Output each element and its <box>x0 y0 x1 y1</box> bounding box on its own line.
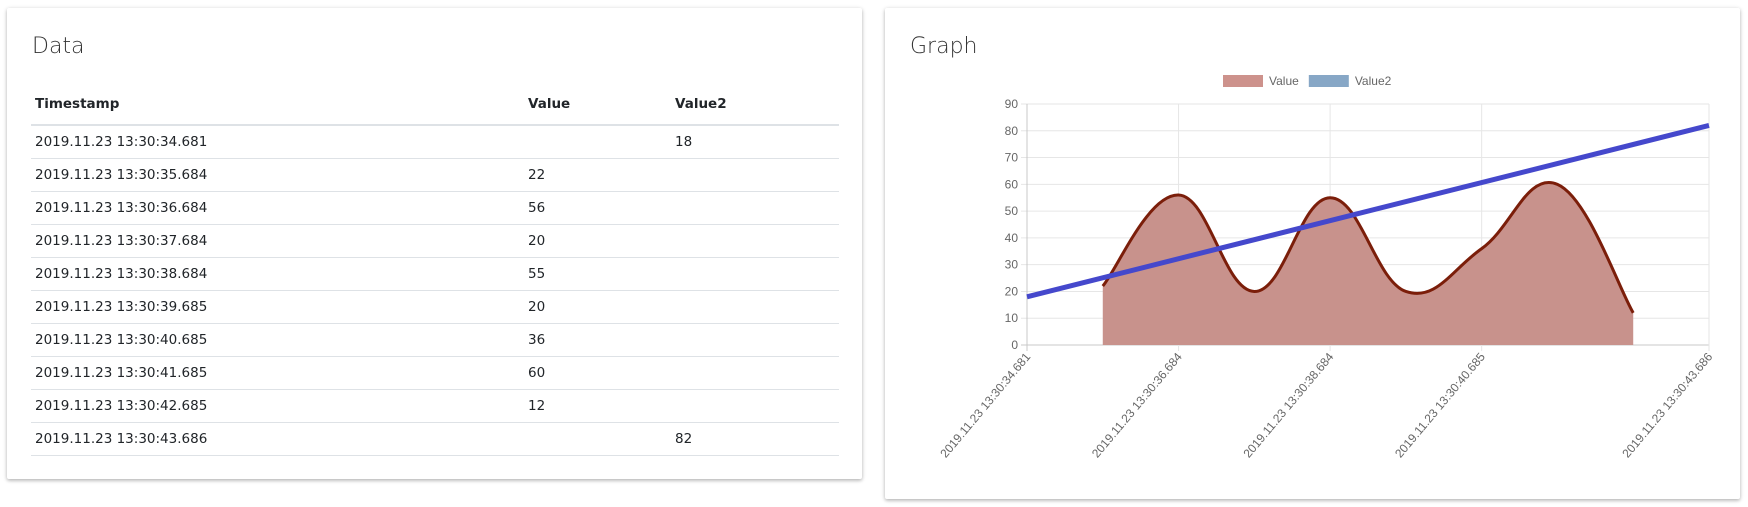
cell-value2 <box>671 191 839 225</box>
x-tick-label: 2019.11.23 13:30:36.684 <box>1089 350 1185 461</box>
y-tick-label: 70 <box>1005 151 1019 165</box>
table-header-row: Timestamp Value Value2 <box>31 84 839 126</box>
cell-timestamp: 2019.11.23 13:30:42.685 <box>31 389 524 423</box>
chart-series <box>1026 122 1710 345</box>
x-tick-label: 2019.11.23 13:30:40.685 <box>1392 350 1488 461</box>
y-tick-label: 50 <box>1005 204 1019 218</box>
line-value <box>1101 180 1635 314</box>
graph-card-title: Graph <box>910 34 978 59</box>
cell-timestamp: 2019.11.23 13:30:43.686 <box>31 422 524 456</box>
cell-value2 <box>671 158 839 192</box>
cell-value: 22 <box>524 158 671 192</box>
y-tick-label: 60 <box>1005 177 1019 191</box>
table-row: 2019.11.23 13:30:41.685 60 <box>31 356 839 390</box>
data-card: Data Timestamp Value Value2 2019.11.23 1… <box>7 8 862 479</box>
x-tick-label: 2019.11.23 13:30:38.684 <box>1240 350 1336 461</box>
cell-value: 20 <box>524 290 671 324</box>
legend-swatch <box>1308 75 1349 87</box>
cell-value2 <box>671 257 839 291</box>
cell-value: 55 <box>524 257 671 291</box>
cell-timestamp: 2019.11.23 13:30:34.681 <box>31 125 524 159</box>
cell-timestamp: 2019.11.23 13:30:41.685 <box>31 356 524 390</box>
cell-value2 <box>671 356 839 390</box>
column-header-timestamp: Timestamp <box>31 84 524 126</box>
legend-item-value[interactable]: Value <box>1223 74 1299 88</box>
legend-label: Value <box>1269 74 1299 88</box>
area-fill-value <box>1102 182 1634 345</box>
graph-card: Graph 0 10 20 30 40 50 60 70 80 90 2019.11.23 13:… <box>885 8 1740 499</box>
data-table: Timestamp Value Value2 2019.11.23 13:30:… <box>31 84 839 456</box>
y-tick-label: 0 <box>1011 338 1018 352</box>
table-row: 2019.11.23 13:30:43.686 82 <box>31 422 839 456</box>
table-row: 2019.11.23 13:30:39.685 20 <box>31 290 839 324</box>
cell-timestamp: 2019.11.23 13:30:40.685 <box>31 323 524 357</box>
table-row: 2019.11.23 13:30:38.684 55 <box>31 257 839 291</box>
table-row: 2019.11.23 13:30:40.685 36 <box>31 323 839 357</box>
column-header-value2: Value2 <box>671 84 839 126</box>
legend-label: Value2 <box>1355 74 1392 88</box>
table-row: 2019.11.23 13:30:36.684 56 <box>31 191 839 225</box>
y-axis: 0 10 20 30 40 50 60 70 80 90 <box>1005 97 1019 352</box>
table-row: 2019.11.23 13:30:42.685 12 <box>31 389 839 423</box>
cell-timestamp: 2019.11.23 13:30:36.684 <box>31 191 524 225</box>
x-tick-label: 2019.11.23 13:30:43.686 <box>1619 350 1715 461</box>
y-tick-label: 20 <box>1005 284 1019 298</box>
cell-timestamp: 2019.11.23 13:30:39.685 <box>31 290 524 324</box>
cell-value2 <box>671 290 839 324</box>
chart-legend[interactable]: Value Value2 <box>1223 74 1392 88</box>
legend-item-value2[interactable]: Value2 <box>1308 74 1392 88</box>
line-value2 <box>1026 122 1710 300</box>
cell-value: 36 <box>524 323 671 357</box>
cell-value: 60 <box>524 356 671 390</box>
cell-value2: 82 <box>671 422 839 456</box>
line-chart: 0 10 20 30 40 50 60 70 80 90 2019.11.23 13:30:34.… <box>937 74 1715 461</box>
cell-value2 <box>671 389 839 423</box>
cell-value: 20 <box>524 224 671 258</box>
cell-value2 <box>671 323 839 357</box>
y-tick-label: 10 <box>1005 311 1019 325</box>
cell-timestamp: 2019.11.23 13:30:37.684 <box>31 224 524 258</box>
cell-value <box>524 125 671 159</box>
cell-timestamp: 2019.11.23 13:30:38.684 <box>31 257 524 291</box>
y-tick-label: 30 <box>1005 258 1019 272</box>
y-tick-label: 90 <box>1005 97 1019 111</box>
cell-timestamp: 2019.11.23 13:30:35.684 <box>31 158 524 192</box>
cell-value2: 18 <box>671 125 839 159</box>
cell-value2 <box>671 224 839 258</box>
x-axis: 2019.11.23 13:30:34.681 2019.11.23 13:30:… <box>937 350 1715 461</box>
legend-swatch <box>1223 75 1263 87</box>
table-row: 2019.11.23 13:30:35.684 22 <box>31 158 839 192</box>
table-row: 2019.11.23 13:30:34.681 18 <box>31 125 839 159</box>
cell-value: 56 <box>524 191 671 225</box>
cell-value <box>524 422 671 456</box>
cell-value: 12 <box>524 389 671 423</box>
y-tick-label: 40 <box>1005 231 1019 245</box>
data-card-title: Data <box>32 34 85 59</box>
column-header-value: Value <box>524 84 671 126</box>
y-tick-label: 80 <box>1005 124 1019 138</box>
table-row: 2019.11.23 13:30:37.684 20 <box>31 224 839 258</box>
x-tick-label: 2019.11.23 13:30:34.681 <box>937 350 1033 461</box>
